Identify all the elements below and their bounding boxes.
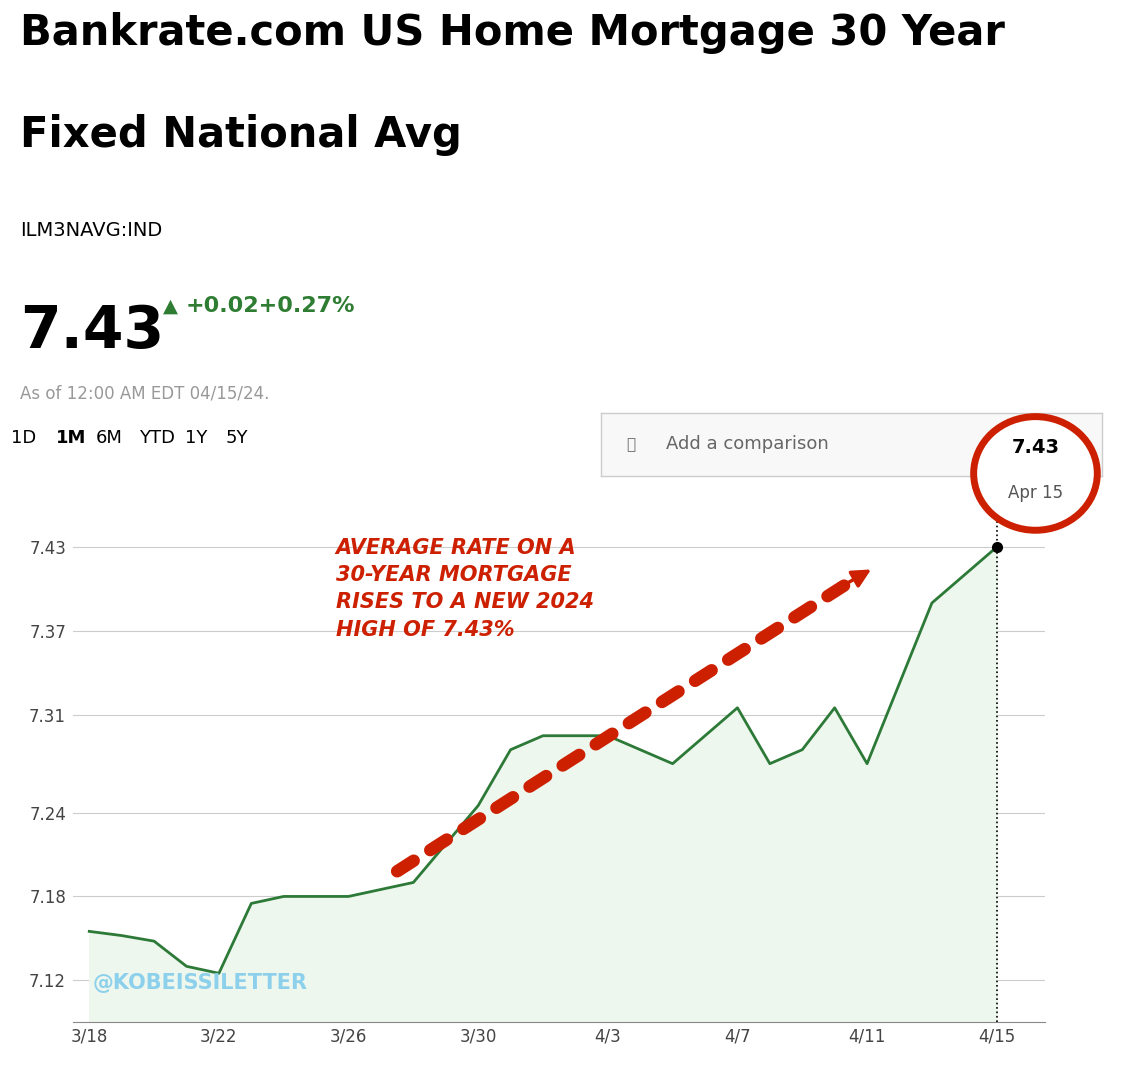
Text: As of 12:00 AM EDT 04/15/24.: As of 12:00 AM EDT 04/15/24. xyxy=(20,384,270,402)
Text: 🔍: 🔍 xyxy=(626,437,635,452)
Text: 6M: 6M xyxy=(96,429,123,448)
Text: Apr 15: Apr 15 xyxy=(1008,484,1063,501)
Text: ILM3NAVG:IND: ILM3NAVG:IND xyxy=(20,221,163,240)
Text: Fixed National Avg: Fixed National Avg xyxy=(20,114,462,156)
Circle shape xyxy=(973,416,1097,530)
Text: 1D: 1D xyxy=(11,429,36,448)
Text: 5Y: 5Y xyxy=(226,429,248,448)
Text: YTD: YTD xyxy=(139,429,175,448)
Text: +0.02+0.27%: +0.02+0.27% xyxy=(185,297,355,316)
Text: 7.43: 7.43 xyxy=(20,302,164,359)
Text: Bankrate.com US Home Mortgage 30 Year: Bankrate.com US Home Mortgage 30 Year xyxy=(20,12,1005,54)
Text: ▲: ▲ xyxy=(163,297,178,315)
Text: 1M: 1M xyxy=(56,429,87,448)
Text: Add a comparison: Add a comparison xyxy=(667,436,830,453)
Text: @KOBEISSILETTER: @KOBEISSILETTER xyxy=(92,973,308,992)
Text: 1Y: 1Y xyxy=(185,429,208,448)
Text: 7.43: 7.43 xyxy=(1012,438,1060,457)
Text: AVERAGE RATE ON A
30-YEAR MORTGAGE
RISES TO A NEW 2024
HIGH OF 7.43%: AVERAGE RATE ON A 30-YEAR MORTGAGE RISES… xyxy=(336,538,593,639)
